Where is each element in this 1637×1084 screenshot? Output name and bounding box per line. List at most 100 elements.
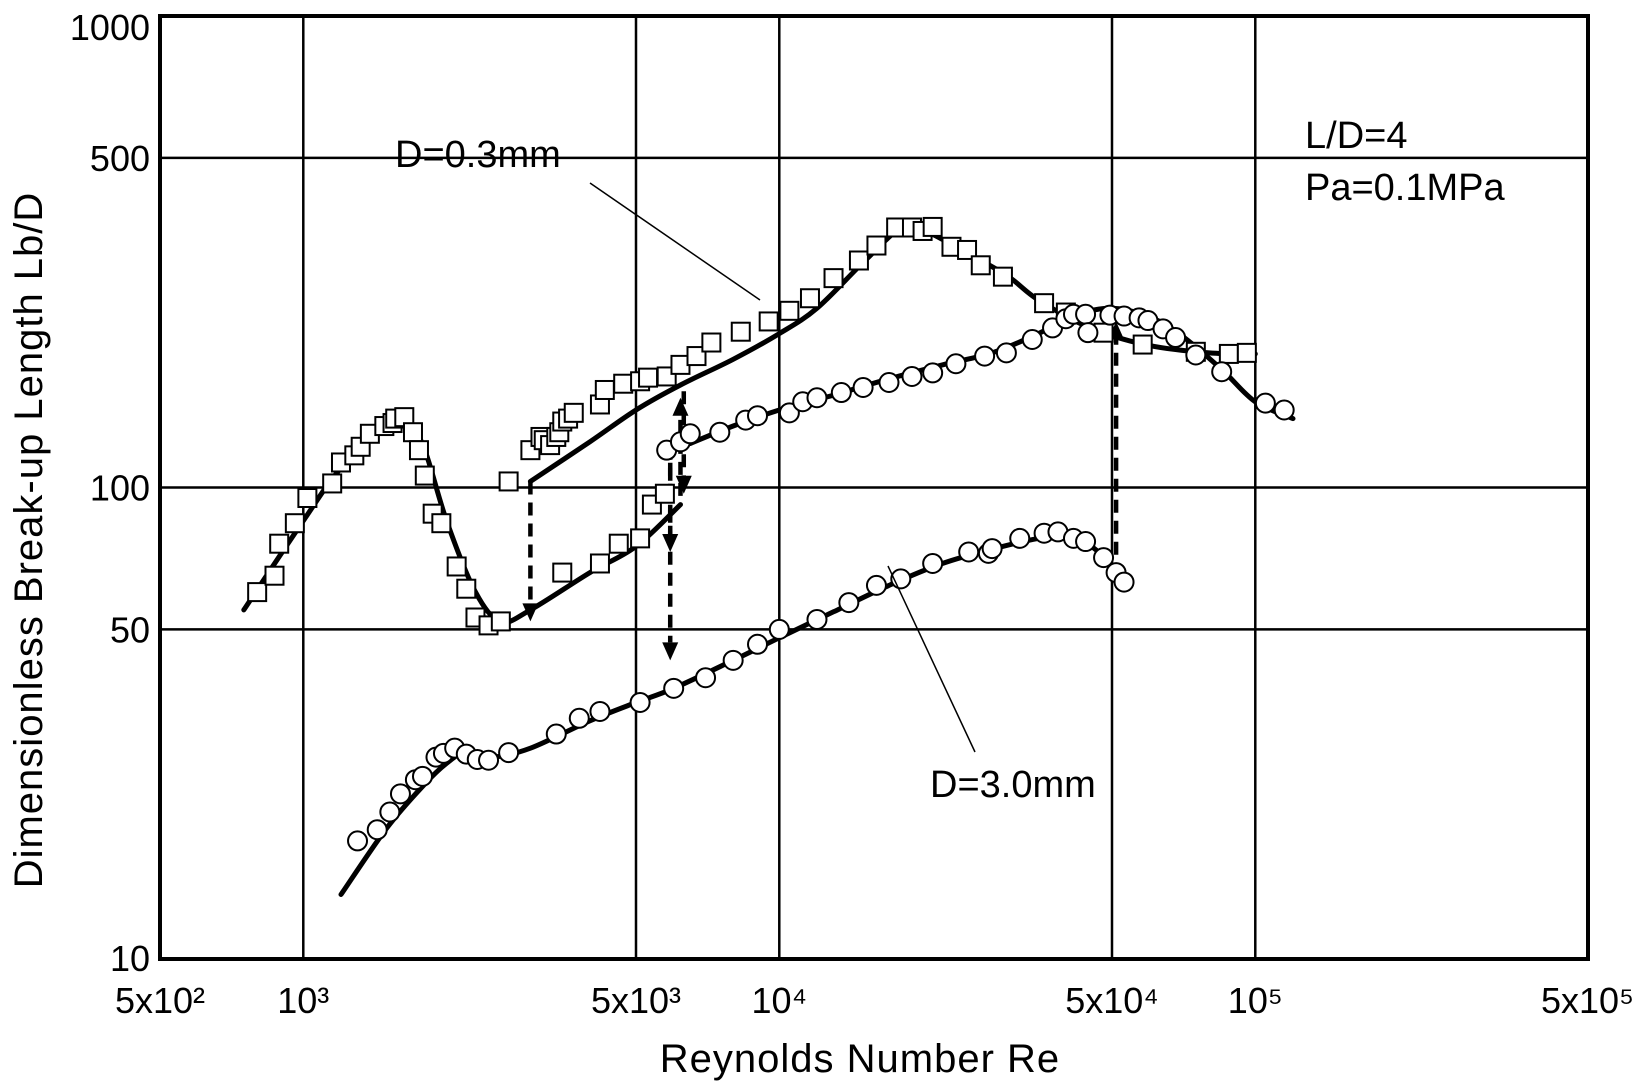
circle-point-46 bbox=[806, 387, 828, 409]
circle-point-67 bbox=[1185, 344, 1207, 366]
transition-arrow-head-4 bbox=[675, 475, 692, 494]
circle-point-70 bbox=[1273, 399, 1295, 421]
d30-leader-line bbox=[887, 565, 976, 753]
square-point-14 bbox=[402, 422, 423, 443]
circle-point-3 bbox=[389, 783, 411, 805]
circle-point-23 bbox=[838, 592, 860, 614]
circle-point-2 bbox=[379, 801, 401, 823]
square-point-61 bbox=[957, 239, 978, 260]
circle-point-27 bbox=[958, 541, 980, 563]
series-label-d30: D=3.0mm bbox=[930, 764, 1096, 806]
square-point-19 bbox=[446, 556, 467, 577]
x-axis-label: Reynolds Number Re bbox=[660, 1037, 1060, 1081]
square-point-41 bbox=[594, 379, 615, 400]
circle-point-21 bbox=[768, 618, 790, 640]
square-point-62 bbox=[970, 255, 991, 276]
square-point-53 bbox=[823, 268, 844, 289]
square-point-26 bbox=[608, 533, 629, 554]
square-point-49 bbox=[730, 321, 751, 342]
circle-point-26 bbox=[922, 552, 944, 574]
data-points bbox=[247, 216, 1295, 852]
circle-point-41 bbox=[709, 421, 731, 443]
square-point-23 bbox=[490, 611, 511, 632]
square-point-51 bbox=[779, 300, 800, 321]
transition-arrow-head-3 bbox=[672, 397, 689, 416]
square-point-67 bbox=[1132, 334, 1153, 355]
x-tick-labels: 5x10² 10³ 5x10³ 10⁴ 5x10⁴ 10⁵ 5x10⁵ bbox=[115, 980, 1634, 1021]
square-point-4 bbox=[297, 488, 318, 509]
circle-point-44 bbox=[778, 402, 800, 424]
y-tick-label-2: 100 bbox=[90, 468, 150, 509]
circle-point-29 bbox=[981, 538, 1003, 560]
circle-point-19 bbox=[722, 649, 744, 671]
square-point-55 bbox=[866, 235, 887, 256]
circle-point-30 bbox=[1009, 527, 1031, 549]
square-point-20 bbox=[456, 578, 477, 599]
transition-arrow-head-0 bbox=[522, 603, 539, 622]
square-point-27 bbox=[630, 528, 651, 549]
annotation-ld: L/D=4 bbox=[1305, 115, 1407, 157]
circle-point-48 bbox=[852, 376, 874, 398]
square-point-24 bbox=[552, 562, 573, 583]
transition-arrow-head-1 bbox=[662, 642, 679, 661]
square-point-47 bbox=[686, 346, 707, 367]
square-point-52 bbox=[799, 288, 820, 309]
circle-point-11 bbox=[478, 749, 500, 771]
x-tick-label-2: 5x10³ bbox=[591, 980, 681, 1021]
plot-frame bbox=[158, 14, 1590, 961]
transition-arrows bbox=[522, 321, 1125, 661]
x-tick-label-4: 5x10⁴ bbox=[1065, 980, 1159, 1021]
square-point-63 bbox=[992, 266, 1013, 287]
circle-point-20 bbox=[747, 633, 769, 655]
circle-point-40 bbox=[679, 423, 701, 445]
annotation-pa: Pa=0.1MPa bbox=[1305, 167, 1505, 209]
circle-point-66 bbox=[1165, 327, 1187, 349]
circle-point-60 bbox=[1077, 322, 1099, 344]
y-axis-label: Dimensionless Break-up Length Lb/D bbox=[7, 192, 51, 889]
circle-point-15 bbox=[589, 700, 611, 722]
y-tick-label-4: 1000 bbox=[70, 7, 150, 48]
square-point-1 bbox=[264, 565, 285, 586]
circle-point-49 bbox=[878, 371, 900, 393]
circle-point-68 bbox=[1211, 361, 1233, 383]
circle-point-1 bbox=[366, 819, 388, 841]
square-point-29 bbox=[654, 483, 675, 504]
circle-point-54 bbox=[995, 342, 1017, 364]
square-point-3 bbox=[284, 513, 305, 534]
x-tick-label-3: 10⁴ bbox=[752, 980, 808, 1021]
square-point-54 bbox=[848, 250, 869, 271]
circle-point-43 bbox=[747, 405, 769, 427]
square-point-25 bbox=[589, 553, 610, 574]
circle-point-51 bbox=[922, 362, 944, 384]
square-point-16 bbox=[414, 465, 435, 486]
circle-point-53 bbox=[974, 345, 996, 367]
square-point-59 bbox=[922, 216, 943, 237]
series-labels: D=0.3mm D=3.0mm bbox=[395, 134, 1096, 806]
square-point-64 bbox=[1034, 293, 1055, 314]
square-point-50 bbox=[758, 311, 779, 332]
circle-point-69 bbox=[1254, 392, 1276, 414]
y-tick-label-3: 500 bbox=[90, 138, 150, 179]
circle-point-0 bbox=[347, 830, 369, 852]
circle-point-59 bbox=[1075, 303, 1097, 325]
circle-point-55 bbox=[1021, 329, 1043, 351]
circle-point-5 bbox=[411, 765, 433, 787]
square-point-2 bbox=[269, 533, 290, 554]
circle-point-13 bbox=[545, 723, 567, 745]
circle-point-52 bbox=[945, 353, 967, 375]
square-point-15 bbox=[408, 440, 429, 461]
square-point-5 bbox=[322, 473, 343, 494]
x-tick-label-0: 5x10² bbox=[115, 980, 205, 1021]
square-point-42 bbox=[613, 373, 634, 394]
y-tick-label-0: 10 bbox=[110, 938, 150, 979]
circle-point-35 bbox=[1093, 547, 1115, 569]
circle-point-50 bbox=[901, 365, 923, 387]
circle-point-18 bbox=[695, 667, 717, 689]
square-point-69 bbox=[1218, 343, 1239, 364]
circle-point-14 bbox=[568, 707, 590, 729]
d03-leader-line bbox=[589, 182, 761, 301]
transition-arrow-head-2 bbox=[662, 533, 679, 552]
circle-point-17 bbox=[663, 677, 685, 699]
circle-point-34 bbox=[1075, 531, 1097, 553]
